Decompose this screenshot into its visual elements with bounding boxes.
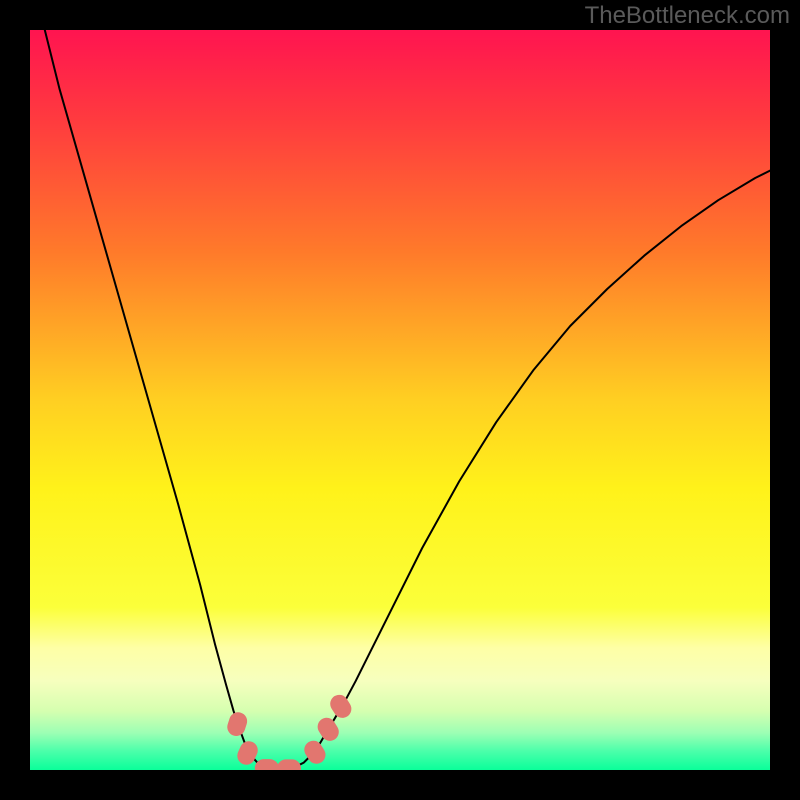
gpu-marker xyxy=(277,759,301,770)
plot-area xyxy=(30,30,770,770)
gpu-marker xyxy=(327,691,355,721)
chart-overlay-svg xyxy=(30,30,770,770)
chart-frame: TheBottleneck.com xyxy=(0,0,800,800)
watermark-text: TheBottleneck.com xyxy=(585,2,790,30)
gpu-marker xyxy=(314,714,342,744)
gpu-marker xyxy=(225,710,250,738)
gpu-marker xyxy=(255,759,279,770)
bottleneck-curve xyxy=(37,30,770,769)
